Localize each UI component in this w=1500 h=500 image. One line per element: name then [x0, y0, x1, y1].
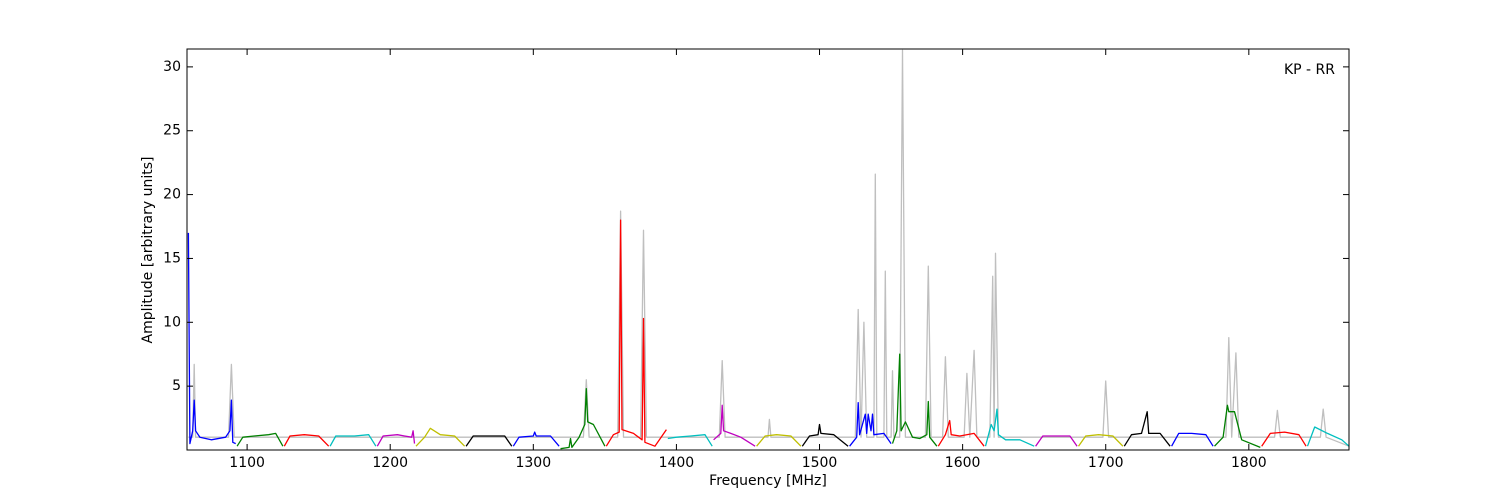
series-line	[891, 353, 938, 447]
annotation: KP - RR	[1284, 62, 1335, 78]
y-tick-label: 25	[163, 123, 181, 139]
series-line	[937, 419, 985, 447]
series-line	[376, 430, 416, 447]
x-tick-label: 1500	[802, 455, 838, 471]
x-tick-label: 1300	[515, 455, 551, 471]
series-line	[1035, 435, 1078, 447]
series-line	[188, 49, 1350, 447]
series-line	[605, 219, 667, 447]
plot-frame	[186, 48, 1350, 451]
series-line	[1077, 434, 1124, 447]
x-tick-label: 1100	[229, 455, 265, 471]
series-line	[1261, 431, 1307, 447]
series-line	[1123, 411, 1171, 447]
series-line	[560, 388, 606, 450]
series-line	[236, 432, 284, 447]
y-tick-label: 15	[163, 250, 181, 266]
series-line	[1171, 432, 1214, 447]
y-axis-label: Amplitude [arbitrary units]	[140, 157, 156, 344]
x-tick-label: 1700	[1088, 455, 1124, 471]
series-line	[283, 434, 330, 447]
series-line	[187, 232, 236, 445]
series-line	[1214, 404, 1261, 449]
series-line	[415, 427, 466, 447]
y-tick-label: 30	[163, 59, 181, 75]
series-line	[713, 404, 756, 447]
series-line	[329, 434, 377, 447]
x-tick-label: 1200	[372, 455, 408, 471]
series-line	[667, 434, 713, 447]
y-tick-label: 5	[172, 378, 181, 394]
series-line	[849, 402, 892, 447]
series-line	[1306, 426, 1350, 447]
series-line	[984, 408, 1035, 447]
y-tick-label: 10	[163, 314, 181, 330]
series-line	[756, 434, 802, 447]
x-tick-label: 1800	[1231, 455, 1267, 471]
y-tick-label: 20	[163, 187, 181, 203]
x-axis-label: Frequency [MHz]	[709, 473, 827, 489]
series-line	[512, 431, 560, 447]
series-line	[465, 435, 513, 447]
x-tick-label: 1600	[945, 455, 981, 471]
x-tick-label: 1400	[659, 455, 695, 471]
series-line	[801, 423, 849, 447]
